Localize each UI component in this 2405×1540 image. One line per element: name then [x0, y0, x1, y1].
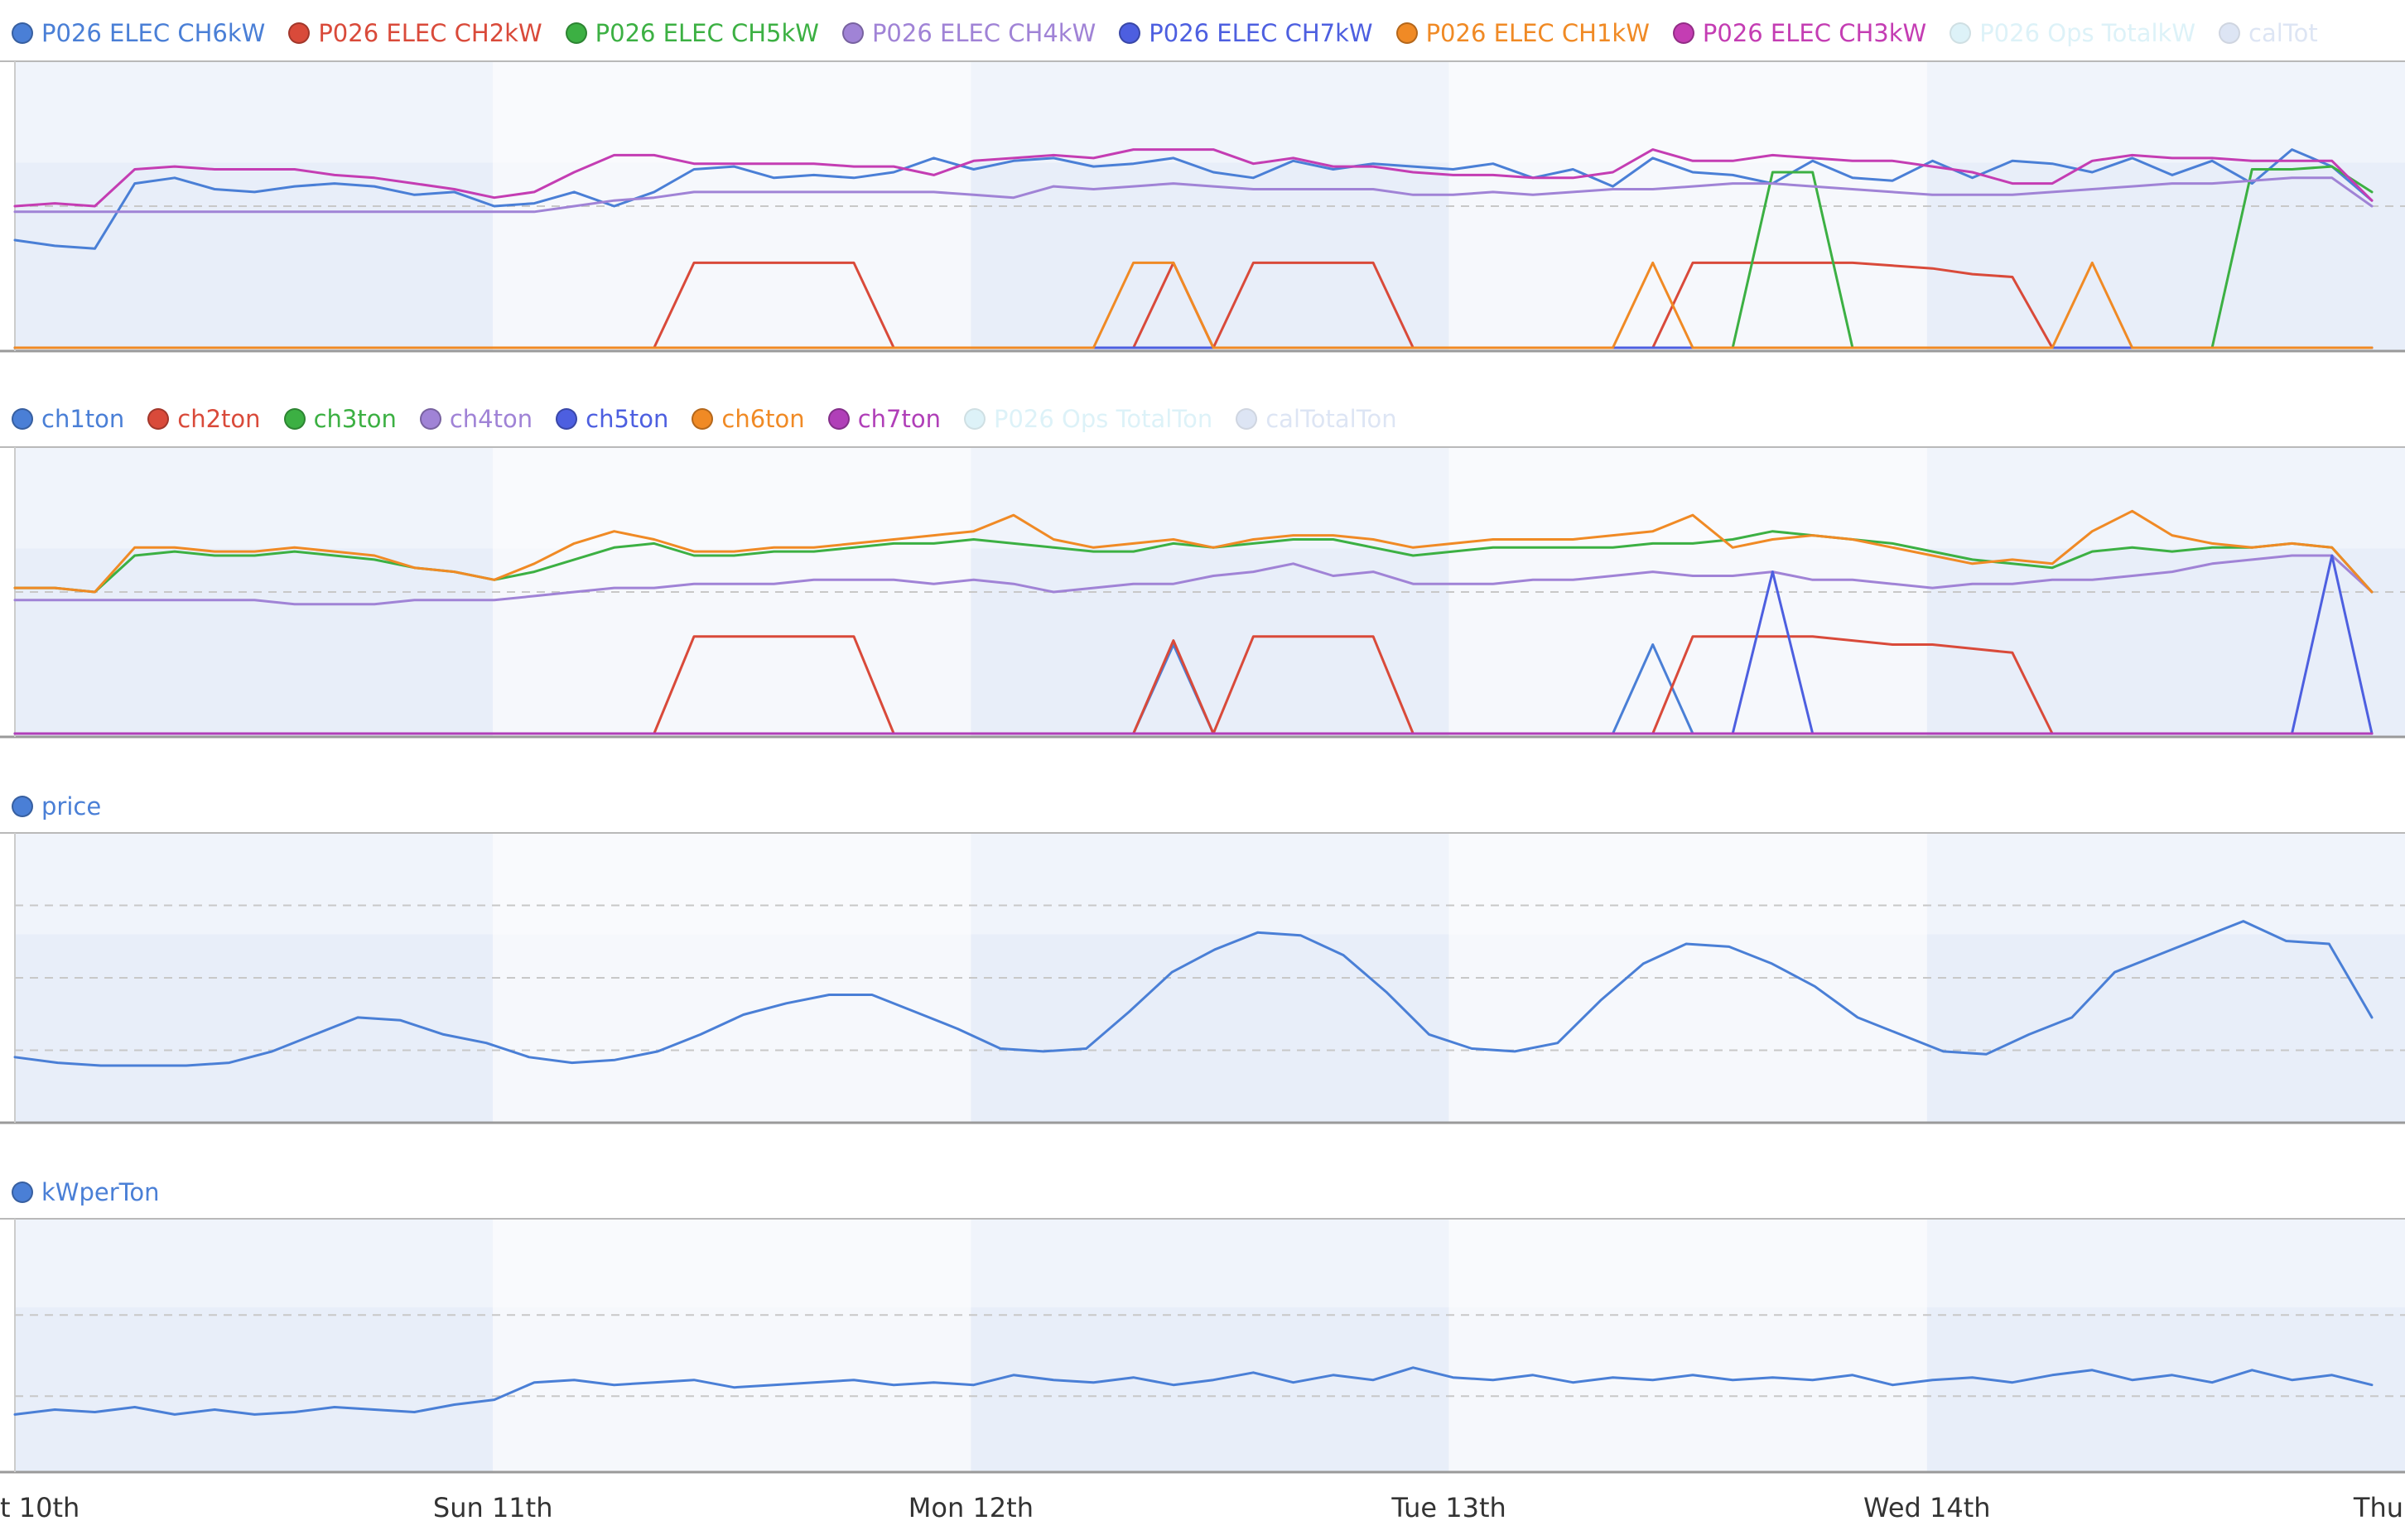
series-line	[13, 1366, 2374, 1416]
legend-swatch	[12, 22, 33, 44]
x-tick-label: t 10th	[0, 1492, 80, 1523]
legend-swatch	[1236, 408, 1258, 430]
legend-label: ch5ton	[586, 405, 669, 433]
legend-item[interactable]: ch7ton	[827, 405, 941, 433]
legend-swatch	[692, 408, 714, 430]
legend-item[interactable]: P026 ELEC CH2kW	[288, 19, 542, 47]
legend-swatch	[419, 408, 441, 430]
legend-elec: P026 ELEC CH6kW P026 ELEC CH2kW P026 ELEC …	[12, 15, 2341, 51]
legend-swatch	[12, 408, 33, 430]
plot-band-overlay	[15, 61, 2405, 163]
legend-swatch	[1672, 22, 1694, 44]
legend-label: P026 ELEC CH7kW	[1149, 19, 1373, 47]
legend-label: P026 ELEC CH2kW	[318, 19, 542, 47]
plot-band	[1926, 1219, 2405, 1472]
x-tick-label: Mon 12th	[909, 1492, 1034, 1523]
legend-item[interactable]: P026 ELEC CH7kW	[1119, 19, 1373, 47]
x-tick-label: Wed 14th	[1863, 1492, 1990, 1523]
legend-item[interactable]: calTotalTon	[1236, 405, 1397, 433]
plot-band	[1448, 1219, 1927, 1472]
legend-swatch	[288, 22, 311, 44]
legend-item[interactable]: P026 ELEC CH1kW	[1395, 19, 1650, 47]
legend-item[interactable]: calTot	[2219, 19, 2318, 47]
legend-label: P026 ELEC CH5kW	[595, 19, 819, 47]
legend-swatch	[1395, 22, 1418, 44]
plot-band	[493, 1219, 971, 1472]
legend-item[interactable]: P026 ELEC CH5kW	[565, 19, 819, 47]
legend-kwperton: kWperTon	[12, 1174, 183, 1210]
legend-label: P026 Ops TotalTon	[993, 405, 1213, 433]
legend-swatch	[1119, 22, 1141, 44]
legend-label: P026 ELEC CH3kW	[1702, 19, 1927, 47]
legend-label: ch7ton	[857, 405, 941, 433]
legend-label: P026 Ops TotalkW	[1979, 19, 2196, 47]
legend-swatch	[565, 22, 587, 44]
plot-band	[971, 1219, 1449, 1472]
plot-band-overlay	[15, 833, 2405, 935]
legend-price: price	[12, 788, 124, 825]
legend-item[interactable]: ch3ton	[283, 405, 397, 433]
series-line	[13, 554, 2374, 606]
legend-item[interactable]: ch4ton	[419, 405, 533, 433]
x-tick-label: Tue 13th	[1390, 1492, 1506, 1523]
series-line	[13, 261, 2374, 349]
legend-label: ch1ton	[41, 405, 125, 433]
legend-swatch	[841, 22, 864, 44]
legend-label: ch3ton	[313, 405, 397, 433]
legend-swatch	[283, 408, 306, 430]
legend-label: calTotalTon	[1265, 405, 1397, 433]
legend-ton: ch1ton ch2ton ch3ton ch4ton ch5ton ch6ton ch7t…	[12, 401, 1420, 437]
legend-swatch	[556, 408, 578, 430]
legend-label: ch2ton	[177, 405, 261, 433]
legend-label: ch6ton	[721, 405, 805, 433]
legend-swatch	[2219, 22, 2241, 44]
legend-item[interactable]: kWperTon	[12, 1178, 160, 1206]
series-line	[13, 509, 2374, 594]
legend-label: P026 ELEC CH1kW	[1425, 19, 1650, 47]
legend-label: P026 ELEC CH6kW	[41, 19, 266, 47]
legend-item[interactable]: P026 ELEC CH4kW	[841, 19, 1096, 47]
x-tick-label: Sun 11th	[433, 1492, 553, 1523]
legend-swatch	[147, 408, 170, 430]
legend-label: ch4ton	[449, 405, 533, 433]
legend-item[interactable]: ch6ton	[692, 405, 805, 433]
legend-item[interactable]: P026 ELEC CH3kW	[1672, 19, 1927, 47]
legend-item[interactable]: P026 Ops TotalkW	[1950, 19, 2195, 47]
legend-item[interactable]: ch2ton	[147, 405, 261, 433]
plot-band	[15, 1219, 494, 1472]
series-line	[13, 148, 2374, 208]
series-line	[13, 920, 2374, 1067]
x-tick-label: Thu	[2353, 1492, 2403, 1523]
legend-item[interactable]: ch5ton	[556, 405, 668, 433]
legend-label: price	[41, 792, 102, 821]
legend-item[interactable]: P026 ELEC CH6kW	[12, 19, 265, 47]
plot-band-overlay	[15, 1219, 2405, 1308]
legend-swatch	[12, 1181, 33, 1203]
series-line	[13, 176, 2374, 214]
legend-item[interactable]: price	[12, 792, 101, 821]
legend-item[interactable]: P026 Ops TotalTon	[963, 405, 1213, 433]
legend-swatch	[827, 408, 850, 430]
legend-swatch	[1950, 22, 1972, 44]
legend-label: kWperTon	[41, 1178, 160, 1206]
legend-label: calTot	[2248, 19, 2318, 47]
legend-swatch	[963, 408, 986, 430]
legend-label: P026 ELEC CH4kW	[871, 19, 1096, 47]
legend-swatch	[12, 796, 33, 817]
plot-band-overlay	[15, 447, 2405, 549]
legend-item[interactable]: ch1ton	[12, 405, 124, 433]
